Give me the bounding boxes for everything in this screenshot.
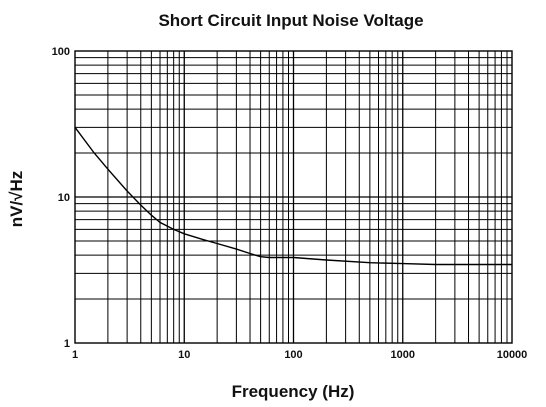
plot-frame xyxy=(74,50,513,344)
x-axis-title: Frequency (Hz) xyxy=(232,382,355,401)
x-tick-label: 1 xyxy=(72,349,78,361)
y-tick-label: 100 xyxy=(52,46,70,58)
x-tick-label: 10 xyxy=(178,349,190,361)
x-tick-label: 100 xyxy=(284,349,302,361)
tick-labels: 1 10 100 1000 10000 1 10 100 xyxy=(52,46,528,361)
y-axis-title: nV/√Hz xyxy=(7,171,26,228)
chart-title: Short Circuit Input Noise Voltage xyxy=(158,11,423,30)
y-tick-label: 1 xyxy=(64,338,70,350)
x-tick-label: 10000 xyxy=(497,349,528,361)
noise-curve xyxy=(74,126,512,266)
grid xyxy=(75,51,512,343)
y-tick-label: 10 xyxy=(58,192,70,204)
x-tick-label: 1000 xyxy=(391,349,415,361)
